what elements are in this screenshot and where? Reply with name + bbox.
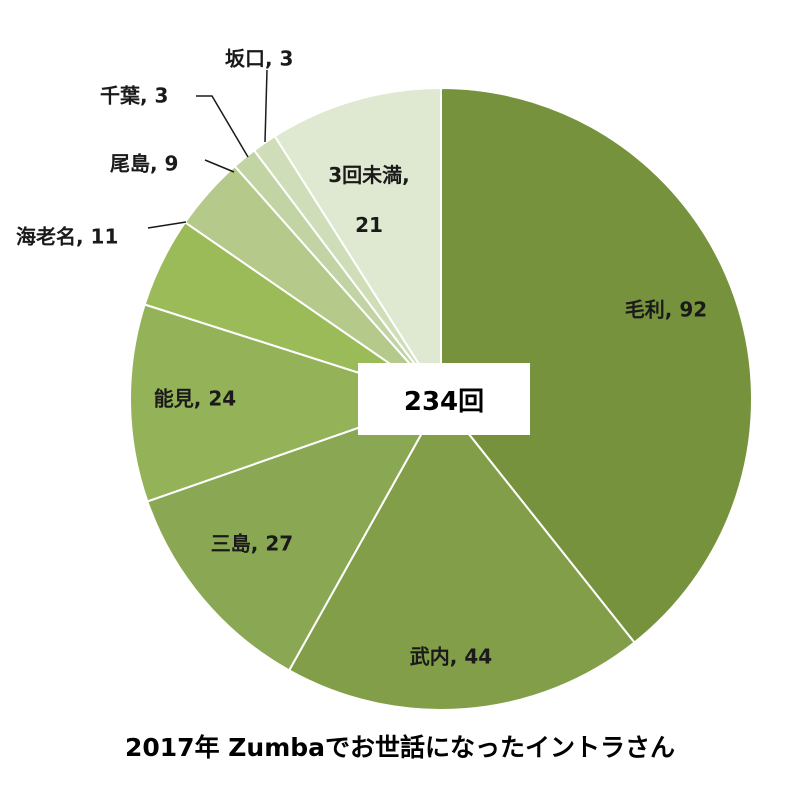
leader-line [204, 159, 235, 173]
slice-label: 武内, 44 [410, 645, 492, 669]
total-box: 234回 [358, 363, 530, 435]
pie-slices [129, 86, 753, 711]
slice-label: 能見, 24 [154, 387, 236, 411]
slice-label: 毛利, 92 [625, 298, 707, 322]
slice-label: 3回未満, 21 [328, 163, 410, 237]
leader-line [264, 69, 268, 143]
slice-label: 坂口, 3 [225, 47, 293, 71]
slice-label: 千葉, 3 [100, 84, 168, 108]
pie-labels: 毛利, 92 武内, 44 三島, 27 能見, 24 海老名, 11 尾島, 9 千葉, … [16, 47, 707, 669]
leader-line [196, 95, 249, 158]
slice-label: 海老名, 11 [16, 225, 118, 249]
pie-slice [440, 86, 753, 644]
slice-label: 三島, 27 [211, 532, 293, 556]
slice-label: 尾島, 9 [110, 152, 178, 176]
pie-slice [146, 397, 444, 672]
pie-slice [129, 303, 445, 503]
chart-caption: 2017年 Zumbaでお世話になったイントラさん [124, 733, 676, 762]
pie-slice [273, 86, 442, 403]
pie-slice [287, 397, 636, 711]
leader-line [147, 221, 187, 229]
total-label: 234回 [403, 386, 485, 417]
